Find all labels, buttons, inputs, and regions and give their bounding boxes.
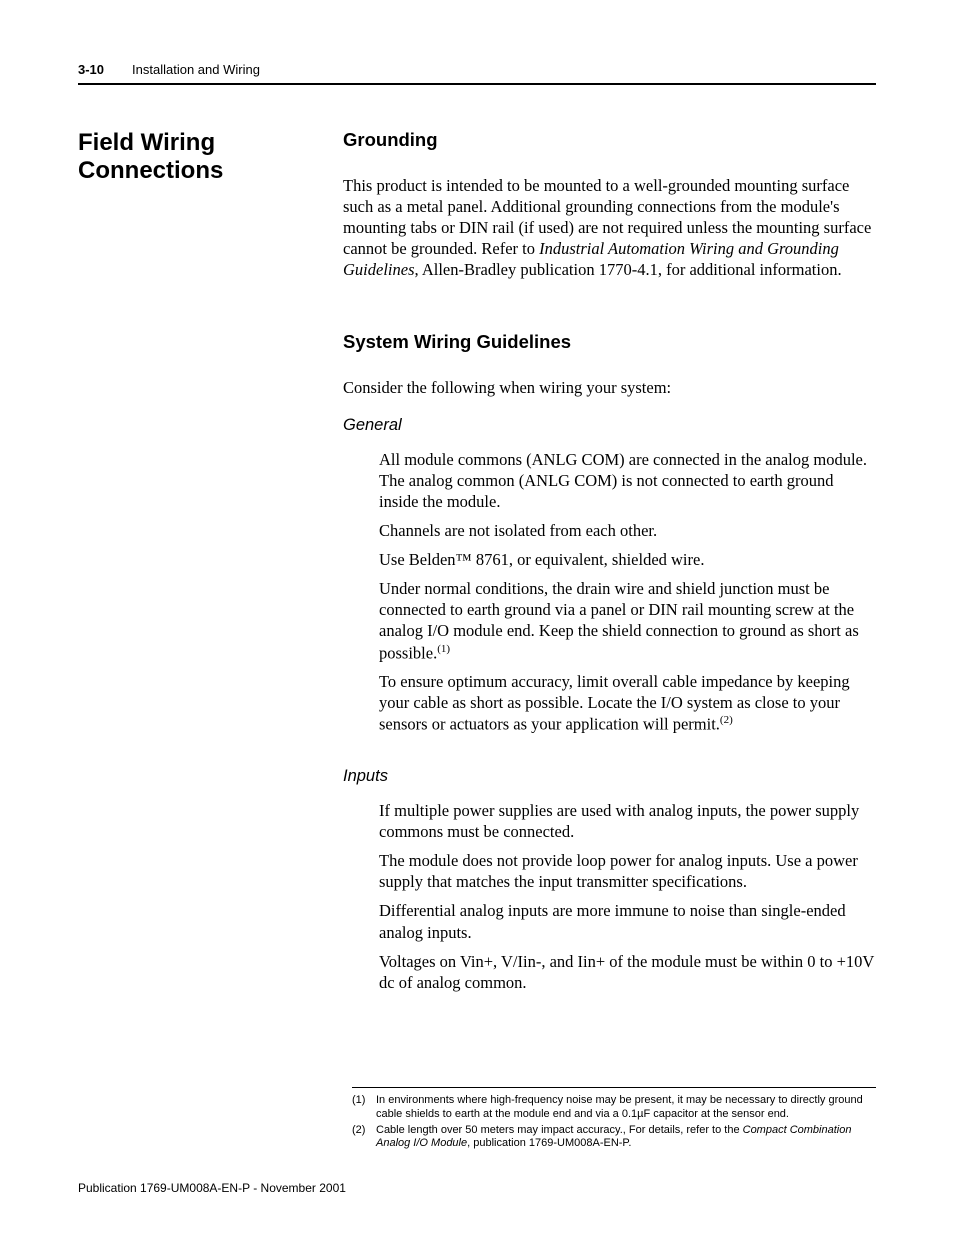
system-intro: Consider the following when wiring your …: [343, 377, 876, 398]
footnote-2-text: Cable length over 50 meters may impact a…: [376, 1124, 876, 1152]
inputs-item-d: Voltages on Vin+, V/Iin-, and Iin+ of th…: [379, 951, 876, 993]
inputs-item-a: If multiple power supplies are used with…: [379, 800, 876, 842]
section-heading: Field Wiring Connections: [78, 129, 343, 185]
general-item-d-text: Under normal conditions, the drain wire …: [379, 579, 859, 662]
footnote-1-text: In environments where high-frequency noi…: [376, 1094, 876, 1122]
footnote-1: (1) In environments where high-frequency…: [352, 1094, 876, 1122]
inputs-list: If multiple power supplies are used with…: [379, 800, 876, 993]
grounding-body: This product is intended to be mounted t…: [343, 175, 876, 281]
page-number: 3-10: [78, 62, 104, 77]
header-rule-row: 3-10 Installation and Wiring: [78, 62, 876, 85]
main-column: Grounding This product is intended to be…: [343, 129, 876, 1001]
grounding-body-post: , Allen-Bradley publication 1770-4.1, fo…: [415, 260, 842, 279]
page-header: 3-10 Installation and Wiring: [0, 0, 954, 85]
inputs-item-c: Differential analog inputs are more immu…: [379, 900, 876, 942]
general-item-b: Channels are not isolated from each othe…: [379, 520, 876, 541]
footnote-1-num: (1): [352, 1094, 376, 1122]
content-area: Field Wiring Connections Grounding This …: [0, 85, 954, 1001]
general-list: All module commons (ANLG COM) are connec…: [379, 449, 876, 735]
footnote-2: (2) Cable length over 50 meters may impa…: [352, 1124, 876, 1152]
subheading-grounding: Grounding: [343, 129, 876, 151]
document-page: 3-10 Installation and Wiring Field Wirin…: [0, 0, 954, 1235]
footnote-2-post: , publication 1769-UM008A-EN-P.: [467, 1137, 631, 1149]
general-item-a: All module commons (ANLG COM) are connec…: [379, 449, 876, 512]
general-item-e: To ensure optimum accuracy, limit overal…: [379, 671, 876, 735]
footnotes-block: (1) In environments where high-frequency…: [352, 1087, 876, 1153]
footnote-2-pre: Cable length over 50 meters may impact a…: [376, 1124, 743, 1136]
inputs-item-b: The module does not provide loop power f…: [379, 850, 876, 892]
chapter-title: Installation and Wiring: [132, 62, 260, 77]
page-footer: Publication 1769-UM008A-EN-P - November …: [78, 1181, 346, 1195]
label-inputs: Inputs: [343, 767, 876, 786]
sidebar-column: Field Wiring Connections: [78, 129, 343, 1001]
subheading-system: System Wiring Guidelines: [343, 331, 876, 353]
general-item-c: Use Belden™ 8761, or equivalent, shielde…: [379, 549, 876, 570]
footnote-ref-2: (2): [720, 714, 733, 726]
footnote-2-num: (2): [352, 1124, 376, 1152]
footnote-ref-1: (1): [437, 643, 450, 655]
label-general: General: [343, 416, 876, 435]
general-item-d: Under normal conditions, the drain wire …: [379, 578, 876, 663]
general-item-e-text: To ensure optimum accuracy, limit overal…: [379, 672, 850, 734]
